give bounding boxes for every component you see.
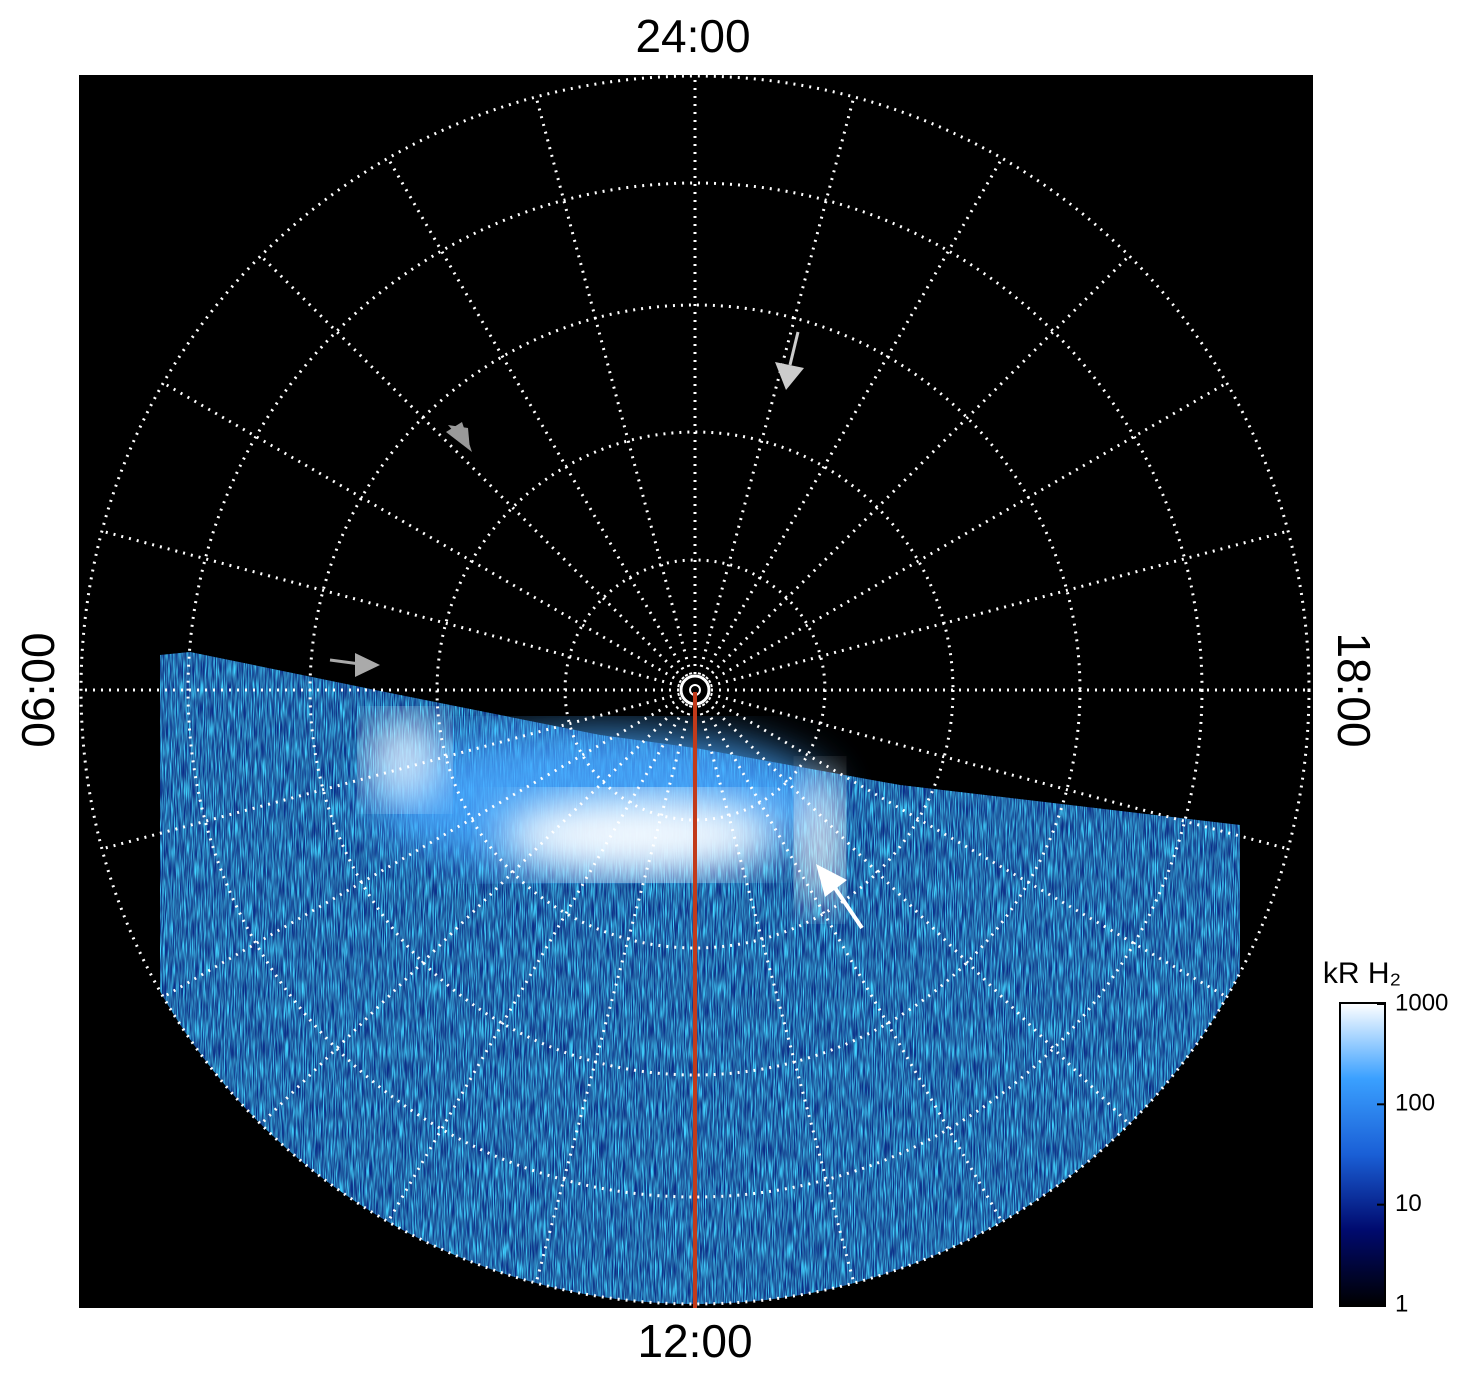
latitude-circle <box>79 74 1311 1306</box>
arrows <box>329 331 864 930</box>
colorbar-tick-label: 1000 <box>1395 989 1448 1016</box>
latitude-circle <box>186 181 1204 1199</box>
colorbar-tick-label: 1 <box>1395 1290 1408 1317</box>
colorbar <box>1339 1002 1386 1307</box>
polar-grid <box>79 74 1311 1306</box>
direction-label: 18:00 <box>1328 632 1380 747</box>
colorbar-tick-label: 100 <box>1395 1090 1435 1117</box>
direction-label: 12:00 <box>637 1315 752 1367</box>
aurora-image <box>160 652 1240 1304</box>
colorbar-label: kR H₂ <box>1323 957 1401 990</box>
colorbar-tick-label: 10 <box>1395 1190 1422 1217</box>
direction-label: 06:00 <box>12 632 64 747</box>
direction-label: 24:00 <box>635 10 750 62</box>
